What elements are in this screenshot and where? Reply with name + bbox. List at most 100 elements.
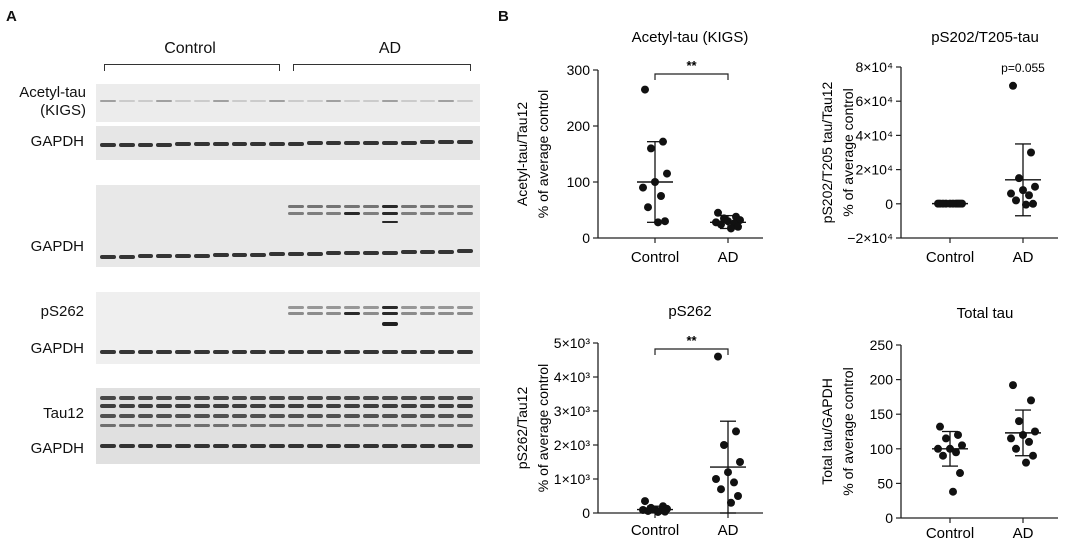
data-point: [1029, 451, 1037, 460]
blot-band: [326, 322, 342, 326]
data-point: [1031, 182, 1039, 191]
blot-band: [382, 100, 398, 102]
blot-band: [382, 444, 398, 448]
blot-band: [306, 212, 323, 215]
data-point: [641, 497, 649, 506]
blot-band: [269, 424, 285, 427]
significance-label: **: [686, 58, 697, 73]
blot-band: [382, 250, 398, 255]
blot-band: [419, 350, 436, 354]
blot-band: [231, 350, 248, 354]
data-point: [659, 137, 667, 146]
blot-band: [457, 212, 473, 215]
blot-band: [194, 322, 210, 326]
blot-band: [269, 212, 285, 215]
blot-band: [306, 396, 323, 400]
blot-band: [363, 140, 379, 145]
blot-band: [175, 312, 191, 315]
data-point: [956, 469, 964, 478]
blot-band: [325, 350, 342, 354]
blot-band: [156, 414, 173, 418]
y-axis-label: % of average control: [535, 90, 551, 218]
blot-band: [212, 444, 229, 448]
blot-band: [138, 212, 154, 215]
blot-band: [344, 306, 361, 309]
blot-band: [419, 306, 436, 309]
data-point: [1015, 417, 1023, 426]
y-tick-label: 250: [870, 337, 894, 353]
gapdh-label-2: GAPDH: [30, 238, 84, 255]
blot-band: [250, 414, 267, 418]
y-tick-label: 100: [567, 174, 591, 190]
blot-band: [156, 100, 173, 102]
blot-band: [156, 142, 173, 147]
blot-band: [175, 205, 191, 208]
blot-band: [344, 350, 361, 354]
data-point: [657, 192, 665, 200]
blot-band: [344, 404, 361, 408]
chart-4: Total tau Total tau/GAPDH % of average con…: [819, 305, 1058, 542]
blot-band: [419, 404, 436, 408]
blot-band: [269, 221, 285, 223]
blot-band: [156, 444, 173, 448]
y-tick-label: 3×10³: [554, 403, 591, 419]
blot-band: [400, 312, 417, 315]
blot-band: [212, 253, 229, 258]
blot-band: [325, 404, 342, 408]
y-axis-label: % of average control: [840, 367, 856, 495]
blot-band: [250, 322, 266, 326]
blot-band: [438, 444, 455, 448]
blot-band: [288, 205, 304, 208]
chart-2: pS202/T205-tau pS202/T205 tau/Tau12 % of a…: [819, 29, 1058, 266]
blot-band: [156, 306, 172, 309]
blot-band: [344, 322, 360, 326]
blot-band: [175, 396, 191, 400]
chart-title: pS202/T205-tau: [931, 29, 1039, 46]
blot-band: [213, 322, 229, 326]
blot-band: [457, 350, 473, 354]
blot-band: [363, 250, 379, 255]
blot-band: [212, 350, 229, 354]
blot-band: [213, 212, 229, 215]
blot-band: [306, 424, 323, 427]
data-point: [939, 199, 947, 208]
blot-band: [212, 396, 229, 400]
blot-band: [250, 100, 267, 102]
significance-label: **: [686, 333, 697, 348]
blot-band: [363, 444, 379, 448]
acetyl-tau-blot: [96, 84, 480, 122]
blot-band: [194, 350, 210, 354]
blot-band: [344, 100, 361, 102]
blot-band: [363, 312, 379, 315]
blot-band: [250, 221, 266, 223]
blot-band: [325, 205, 342, 208]
blot-band: [400, 424, 417, 427]
blot-band: [438, 312, 455, 315]
blot-band: [419, 396, 436, 400]
blot-band: [119, 212, 135, 215]
blot-band: [457, 312, 473, 315]
chart-title: Acetyl-tau (KIGS): [632, 29, 749, 46]
blot-band: [288, 396, 304, 400]
data-point: [712, 475, 720, 483]
blot-band: [325, 414, 342, 418]
blot-band: [400, 250, 417, 255]
blot-band: [269, 404, 285, 408]
blot-band: [269, 141, 285, 146]
blot-band: [438, 396, 455, 400]
blot-band: [269, 205, 285, 208]
y-tick-label: 50: [877, 475, 893, 491]
blot-band: [419, 100, 436, 102]
blot-band: [438, 140, 455, 145]
blot-band: [457, 322, 473, 326]
blot-band: [420, 221, 436, 223]
blot-band: [363, 350, 379, 354]
blot-band: [400, 212, 417, 215]
data-point: [1029, 199, 1037, 208]
blot-band: [194, 100, 210, 102]
blot-band: [420, 322, 436, 326]
blot-band: [156, 322, 172, 326]
data-point: [720, 441, 728, 449]
blot-band: [306, 350, 323, 354]
data-point: [949, 199, 957, 208]
